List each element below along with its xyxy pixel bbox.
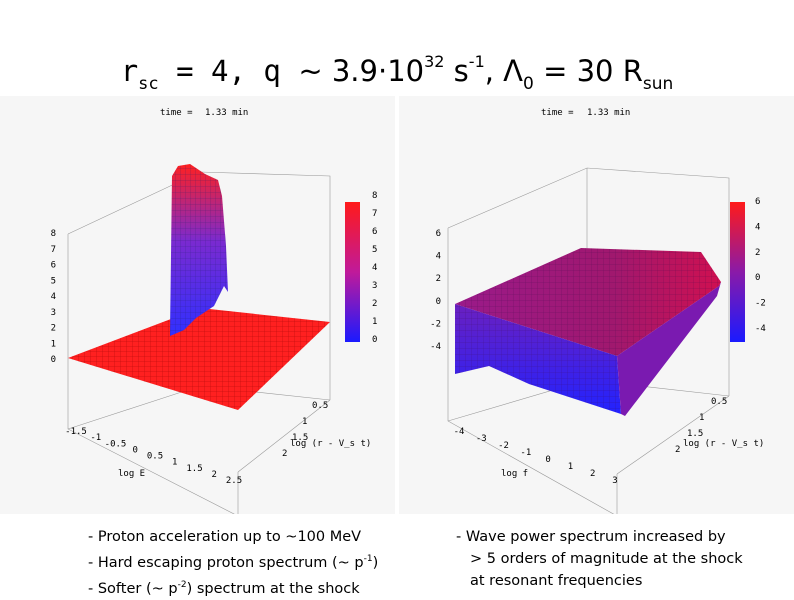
left-colorbar-tick: 4	[372, 263, 377, 273]
left-z-axis-tick: 1	[51, 339, 56, 349]
left-colorbar-tick: 3	[372, 281, 377, 291]
right-x-axis-tick: 0	[545, 455, 550, 465]
left-x-axis-tick: -1	[90, 433, 101, 443]
left-z-axis-tick: 4	[51, 292, 56, 302]
right-y-axis-tick: 1.5	[687, 429, 703, 439]
right-x-axis-tick: 2	[590, 469, 595, 479]
right-y-axis-label: log (r - V_s t)	[683, 439, 764, 449]
left-x-axis-tick: 1	[172, 458, 177, 468]
left-z-axis-tick: 8	[51, 229, 56, 239]
left-x-axis-tick: 2	[212, 470, 217, 480]
title-s-unit: s	[444, 54, 469, 88]
right-colorbar-tick: -2	[755, 299, 766, 309]
left-colorbar-tick: 8	[372, 191, 377, 201]
bullet-item: - Wave power spectrum increased by	[456, 529, 726, 545]
left-x-axis-tick: -1.5	[65, 427, 87, 437]
left-x-axis-tick: 0	[133, 445, 138, 455]
left-z-axis-tick: 0	[51, 355, 56, 365]
slide-title: rsc = 4, q ~ 3.9·1032 s-1, Λ0 = 30 Rsun	[0, 52, 794, 94]
right-bullet-list: - Wave power spectrum increased by > 5 o…	[456, 526, 743, 592]
bullet-item: at resonant frequencies	[470, 573, 643, 589]
right-y-axis-tick: 1	[699, 413, 704, 423]
bullet-item: - Softer (~ p-2) spectrum at the shock	[88, 580, 360, 597]
left-y-axis-tick: 0.5	[312, 401, 328, 411]
right-y-axis-tick: 0.5	[711, 397, 727, 407]
title-lambda-val: = 30 R	[533, 54, 643, 88]
title-s-exp: -1	[468, 52, 485, 71]
right-surface-plot: time = 1.33 min	[399, 96, 794, 514]
left-colorbar	[345, 202, 360, 342]
left-x-axis-label: log E	[118, 469, 145, 479]
left-time-value: 1.33 min	[205, 108, 249, 118]
right-z-axis-tick: 0	[436, 297, 441, 307]
left-x-axis-tick: -0.5	[105, 439, 127, 449]
right-z-axis-tick: 4	[436, 252, 441, 262]
left-y-axis-tick: 1	[302, 417, 307, 427]
left-z-axis-tick: 6	[51, 261, 56, 271]
right-x-axis-tick: -2	[498, 441, 509, 451]
right-time-value: 1.33 min	[587, 108, 631, 118]
left-z-axis-tick: 3	[51, 308, 56, 318]
left-colorbar-tick: 7	[372, 209, 377, 219]
left-colorbar-tick: 5	[372, 245, 377, 255]
title-tilde: ~ 3.9·10	[298, 54, 425, 88]
left-y-axis-tick: 2	[282, 449, 287, 459]
left-colorbar-tick: 0	[372, 335, 377, 345]
left-z-axis-tick: 7	[51, 245, 56, 255]
right-x-axis-tick: 1	[568, 462, 573, 472]
title-r: r	[120, 54, 139, 88]
left-x-axis-tick: 1.5	[186, 464, 202, 474]
right-x-axis-tick: -4	[454, 427, 465, 437]
right-z-axis-tick: 6	[436, 229, 441, 239]
right-x-axis-tick: 3	[612, 476, 617, 486]
bullet-item: - Proton acceleration up to ~100 MeV	[88, 529, 362, 545]
right-x-axis-tick: -1	[520, 448, 531, 458]
left-z-axis-tick: 2	[51, 324, 56, 334]
right-z-axis-tick: -2	[430, 319, 441, 329]
left-y-axis-tick: 1.5	[292, 433, 308, 443]
title-r-sub: sc	[138, 74, 159, 94]
title-r-eq: = 4, q	[158, 54, 299, 88]
right-colorbar	[730, 202, 745, 342]
right-time-label: time =	[541, 108, 574, 118]
right-colorbar-tick: 2	[755, 248, 760, 258]
left-colorbar-tick: 6	[372, 227, 377, 237]
left-colorbar-tick: 2	[372, 299, 377, 309]
right-z-axis-tick: 2	[436, 274, 441, 284]
left-surface-plot: time = 1.33 min	[0, 96, 395, 514]
left-x-axis-tick: 0.5	[147, 452, 163, 462]
title-lambda: , Λ	[484, 54, 524, 88]
left-colorbar-tick: 1	[372, 317, 377, 327]
right-colorbar-tick: 6	[755, 197, 760, 207]
right-colorbar-tick: -4	[755, 324, 766, 334]
left-bullet-list: - Proton acceleration up to ~100 MeV - H…	[88, 526, 378, 600]
left-y-axis-label: log (r - V_s t)	[290, 439, 371, 449]
right-y-axis-tick: 2	[675, 445, 680, 455]
right-x-axis-tick: -3	[476, 434, 487, 444]
left-time-label: time =	[160, 108, 193, 118]
right-z-axis-tick: -4	[430, 342, 441, 352]
title-rsun-sub: sun	[642, 74, 674, 94]
right-x-axis-label: log f	[501, 469, 528, 479]
title-lambda-sub: 0	[523, 74, 534, 94]
title-q-exp: 32	[424, 52, 445, 71]
right-side-face	[617, 282, 721, 416]
left-z-axis-tick: 5	[51, 276, 56, 286]
right-colorbar-tick: 0	[755, 273, 760, 283]
left-x-axis-tick: 2.5	[226, 476, 242, 486]
bullet-item: > 5 orders of magnitude at the shock	[470, 551, 743, 567]
bullet-item: - Hard escaping proton spectrum (~ p-1)	[88, 554, 379, 571]
right-colorbar-tick: 4	[755, 222, 760, 232]
